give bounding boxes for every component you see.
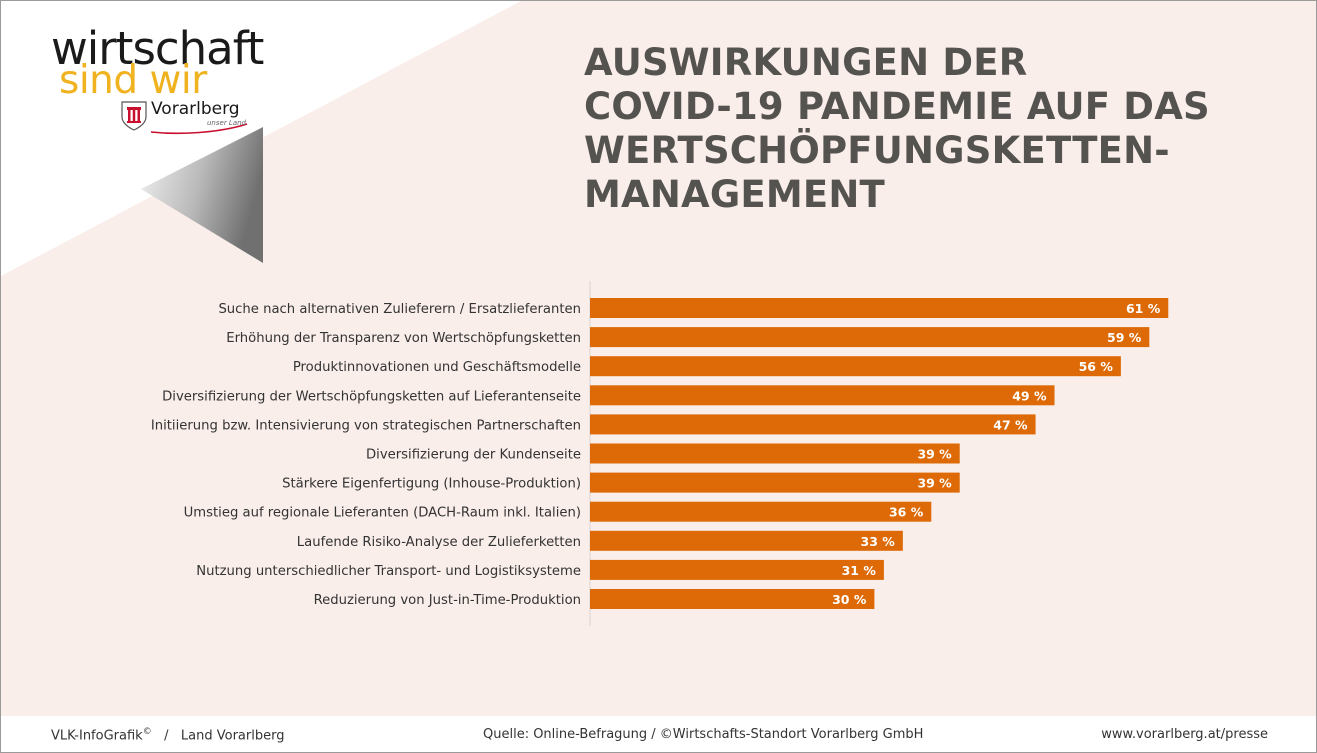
logo-state-mark: Vorarlberg unser Land <box>121 99 251 149</box>
bar <box>590 589 875 609</box>
grey-triangle-shape <box>141 127 263 263</box>
page-title: AUSWIRKUNGEN DER COVID-19 PANDEMIE AUF D… <box>584 41 1284 217</box>
bar <box>590 327 1150 348</box>
data-label: 39 % <box>917 447 952 462</box>
title-line: COVID-19 PANDEMIE AUF DAS <box>584 85 1210 128</box>
footer-credit: VLK-InfoGrafik© / Land Vorarlberg <box>51 727 284 743</box>
bar <box>590 559 884 580</box>
category-label: Stärkere Eigenfertigung (Inhouse-Produkt… <box>282 477 581 492</box>
logo-swoosh-shape <box>150 123 248 135</box>
category-label: Erhöhung der Transparenz von Wertschöpfu… <box>226 331 581 346</box>
data-label: 31 % <box>842 563 877 578</box>
bar <box>590 298 1169 318</box>
data-label: 36 % <box>889 505 924 520</box>
logo-state-tagline: unser Land <box>207 119 246 127</box>
data-label: 49 % <box>1012 388 1047 403</box>
bar <box>590 385 1055 406</box>
data-label: 30 % <box>832 592 867 607</box>
bar <box>590 501 932 522</box>
bar-chart: Suche nach alternativen Zulieferern / Er… <box>151 281 1169 626</box>
bar <box>590 414 1036 435</box>
bar <box>590 443 960 464</box>
footer-credit-main: VLK-InfoGrafik <box>51 728 143 744</box>
logo-state-name: Vorarlberg <box>151 99 240 119</box>
footer-source: Quelle: Online-Befragung / ©Wirtschafts-… <box>483 727 924 742</box>
category-label: Produktinnovationen und Geschäftsmodelle <box>293 360 581 375</box>
data-label: 39 % <box>917 476 952 491</box>
data-label: 59 % <box>1107 330 1142 345</box>
title-line: WERTSCHÖPFUNGSKETTEN- <box>584 129 1170 172</box>
title-line: AUSWIRKUNGEN DER <box>584 41 1028 84</box>
background-decoration <box>1 1 521 276</box>
vorarlberg-crest-icon <box>121 101 147 131</box>
brand-logo: wirtschaft sind wir Vorarlberg unser Lan… <box>51 25 301 145</box>
category-label: Umstieg auf regionale Lieferanten (DACH-… <box>184 506 581 521</box>
footer-credit-reg: © <box>142 727 152 737</box>
logo-wordmark-line2: sind wir <box>59 58 207 103</box>
bar <box>590 472 960 493</box>
logo-wordmark-line1: wirtschaft <box>51 22 264 75</box>
footer-link: www.vorarlberg.at/presse <box>1101 727 1268 742</box>
data-label: 61 % <box>1126 301 1161 316</box>
bar <box>590 356 1121 377</box>
category-label: Nutzung unterschiedlicher Transport- und… <box>196 564 581 579</box>
title-line: MANAGEMENT <box>584 173 885 216</box>
footer-credit-org: Land Vorarlberg <box>180 728 285 744</box>
category-label: Initiierung bzw. Intensivierung von stra… <box>151 418 581 433</box>
category-label: Suche nach alternativen Zulieferern / Er… <box>218 302 581 317</box>
footer-credit-sep: / <box>164 728 169 744</box>
category-label: Diversifizierung der Wertschöpfungskette… <box>162 389 581 404</box>
category-label: Laufende Risiko-Analyse der Zulieferkett… <box>297 535 581 550</box>
category-label: Diversifizierung der Kundenseite <box>366 448 581 463</box>
bar <box>590 530 903 551</box>
data-label: 47 % <box>993 417 1028 432</box>
footer-bar: VLK-InfoGrafik© / Land Vorarlberg Quelle… <box>1 716 1316 752</box>
data-label: 33 % <box>861 534 896 549</box>
category-label: Reduzierung von Just-in-Time-Produktion <box>314 593 581 608</box>
data-label: 56 % <box>1079 359 1114 374</box>
